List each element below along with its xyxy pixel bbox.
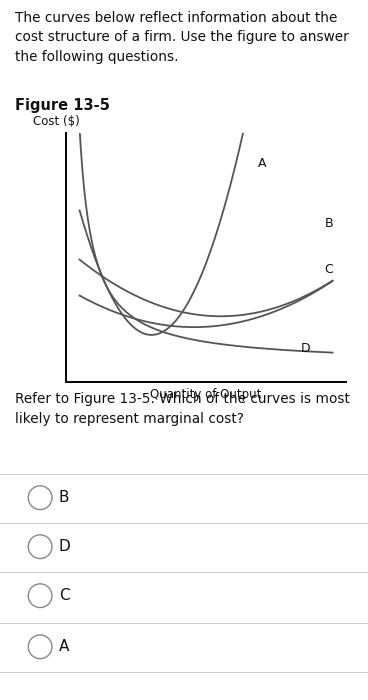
Text: C: C <box>59 588 69 603</box>
Text: D: D <box>59 539 71 554</box>
Text: A: A <box>59 639 69 654</box>
Text: D: D <box>301 342 310 356</box>
Text: B: B <box>59 490 69 505</box>
Text: Cost ($): Cost ($) <box>33 115 79 128</box>
Text: C: C <box>325 263 333 276</box>
Text: Figure 13-5: Figure 13-5 <box>15 98 110 113</box>
Text: A: A <box>258 158 266 170</box>
Text: B: B <box>325 216 333 230</box>
Text: Refer to Figure 13-5. Which of the curves is most
likely to represent marginal c: Refer to Figure 13-5. Which of the curve… <box>15 392 350 426</box>
Text: The curves below reflect information about the
cost structure of a firm. Use the: The curves below reflect information abo… <box>15 10 348 64</box>
X-axis label: Quantity of Output: Quantity of Output <box>151 389 262 401</box>
